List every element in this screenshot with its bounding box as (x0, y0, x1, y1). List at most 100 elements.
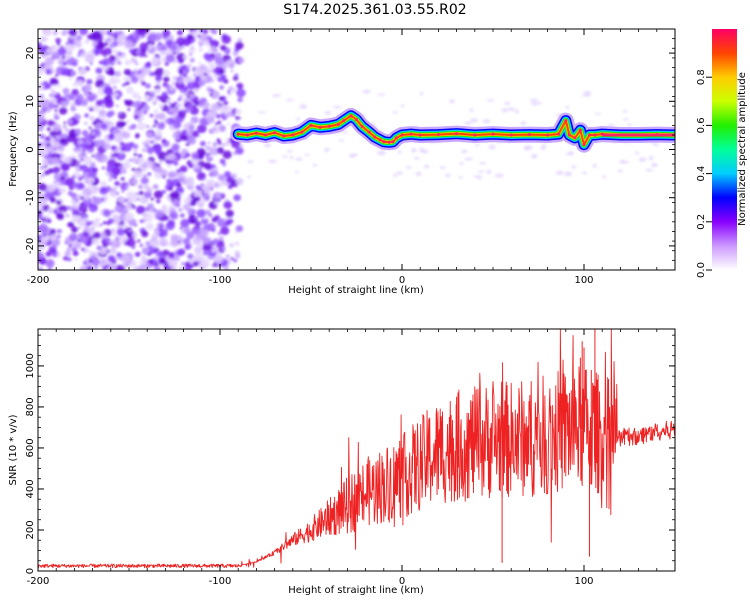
noise-blob (115, 96, 120, 100)
noise-blob (80, 51, 86, 56)
noise-blob (76, 150, 82, 156)
noise-blob (150, 197, 154, 201)
noise-blob (86, 265, 93, 270)
noise-blob (214, 255, 224, 264)
noise-blob (91, 237, 100, 245)
faint-blob (338, 139, 344, 142)
noise-blob (169, 211, 178, 219)
noise-blob (71, 200, 76, 204)
noise-blob (200, 183, 205, 187)
noise-blob (158, 156, 162, 160)
noise-blob (182, 86, 188, 92)
noise-blob (151, 57, 160, 65)
noise-blob (218, 68, 225, 74)
noise-blob (118, 234, 128, 243)
faint-blob (396, 171, 403, 175)
noise-blob (114, 204, 124, 213)
noise-blob (153, 109, 159, 114)
noise-blob (205, 145, 212, 151)
noise-blob (124, 39, 134, 48)
noise-blob (56, 200, 62, 206)
noise-blob (195, 221, 201, 227)
noise-blob (203, 162, 212, 170)
faint-blob (581, 171, 588, 175)
noise-blob (197, 153, 204, 160)
noise-blob (202, 29, 209, 35)
noise-blob (184, 91, 189, 97)
noise-blob (105, 111, 113, 118)
noise-blob (79, 265, 89, 270)
noise-blob (199, 29, 204, 33)
faint-blob (413, 156, 420, 160)
noise-blob (219, 158, 226, 165)
noise-blob (216, 147, 225, 154)
noise-blob (235, 108, 242, 115)
noise-blob (107, 97, 111, 100)
noise-blob (95, 117, 100, 121)
noise-blob (174, 192, 181, 198)
noise-blob (126, 81, 130, 86)
noise-blob (190, 219, 195, 224)
noise-blob (38, 84, 45, 92)
noise-blob (114, 31, 118, 34)
noise-blob (38, 118, 41, 123)
noise-blob (140, 177, 149, 185)
noise-blob (38, 176, 42, 182)
noise-blob (81, 98, 88, 105)
noise-blob (158, 238, 168, 247)
noise-blob (161, 209, 165, 213)
noise-blob (186, 81, 196, 90)
noise-blob (56, 234, 61, 239)
noise-blob (137, 122, 146, 131)
faint-blob (474, 143, 480, 147)
noise-blob (81, 247, 85, 252)
noise-blob (138, 96, 142, 100)
noise-blob (161, 91, 168, 98)
noise-blob (235, 147, 244, 155)
noise-blob (45, 56, 55, 66)
noise-blob (144, 94, 150, 100)
ridge-point (573, 136, 577, 140)
noise-blob (126, 99, 134, 107)
spectrogram-y-tick-label: 10 (25, 95, 36, 108)
noise-blob (198, 41, 204, 46)
noise-blob (235, 177, 244, 186)
noise-blob (194, 164, 200, 170)
noise-blob (181, 37, 192, 47)
noise-blob (40, 147, 49, 156)
spectrogram-x-tick-label: 100 (574, 275, 593, 286)
faint-blob (623, 117, 628, 121)
noise-blob (58, 205, 68, 214)
noise-blob (51, 245, 55, 249)
faint-blob (419, 147, 424, 153)
noise-blob (122, 261, 127, 265)
noise-blob (108, 69, 116, 77)
noise-blob (106, 243, 110, 246)
noise-blob (202, 250, 209, 256)
noise-blob (52, 30, 58, 36)
noise-blob (208, 155, 212, 158)
noise-blob (76, 34, 83, 41)
noise-blob (190, 45, 195, 50)
noise-blob (169, 86, 175, 91)
noise-blob (118, 111, 123, 116)
noise-blob (180, 219, 190, 228)
noise-blob (78, 66, 82, 70)
noise-blob (171, 143, 180, 151)
noise-blob (225, 209, 234, 218)
noise-blob (179, 165, 188, 173)
noise-blob (212, 127, 217, 132)
noise-blob (164, 119, 170, 124)
noise-blob (45, 68, 52, 75)
noise-blob (154, 88, 161, 95)
snr-x-tick-label: -100 (209, 576, 232, 587)
noise-blob (62, 87, 70, 95)
noise-blob (139, 42, 149, 51)
noise-blob (215, 57, 225, 66)
noise-blob (155, 75, 163, 82)
faint-blob (312, 163, 318, 167)
faint-blob (393, 173, 397, 178)
faint-blob (652, 142, 659, 146)
noise-blob (147, 252, 152, 256)
